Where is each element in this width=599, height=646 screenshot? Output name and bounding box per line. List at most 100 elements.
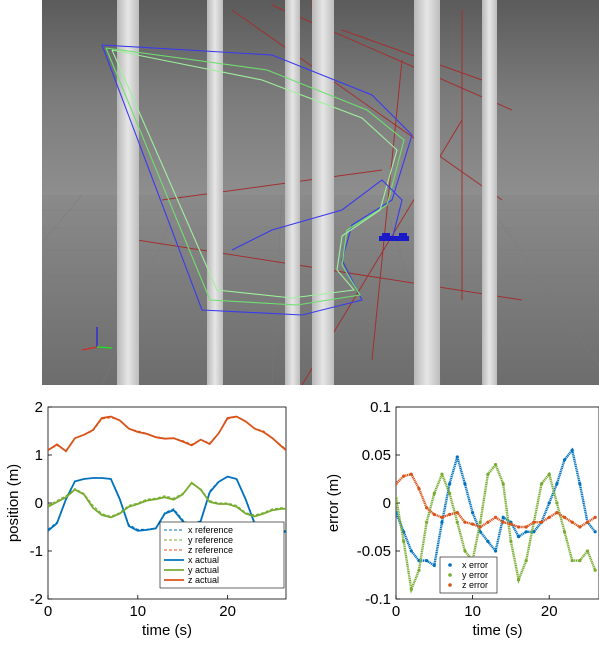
trajectory-lines: [101, 44, 413, 316]
data-point: [440, 472, 444, 476]
data-point: [432, 512, 436, 517]
data-point: [516, 535, 521, 539]
x-tick-label: 0: [392, 603, 400, 620]
plot-frame: [395, 406, 599, 600]
legend-label: z actual: [188, 575, 219, 585]
legend-label: z error: [462, 580, 488, 590]
data-point: [532, 530, 536, 534]
series-group: [396, 447, 597, 594]
series-line-y-actual: [48, 481, 286, 519]
legend-label: z reference: [188, 545, 233, 555]
data-point: [555, 501, 559, 505]
series-line-y-reference: [48, 483, 286, 517]
data-point: [493, 549, 498, 553]
data-point: [555, 511, 559, 515]
data-point: [402, 539, 406, 543]
legend-label: y error: [462, 570, 488, 580]
data-point: [455, 520, 459, 524]
y-axis-title: position (m): [5, 464, 22, 542]
series-line-x-actual: [48, 475, 286, 533]
data-point: [585, 520, 590, 524]
data-point: [417, 487, 421, 491]
data-point: [585, 549, 590, 553]
data-point: [547, 515, 551, 519]
error-chart: 0 10 20 -0.1 -0.05 0 0.05 0.1 time (s) error (m) x…: [300, 385, 599, 646]
legend-label: y actual: [188, 565, 219, 575]
data-point: [516, 578, 521, 582]
data-point: [409, 549, 413, 553]
x-tick-label: 10: [464, 603, 481, 620]
data-point: [417, 568, 421, 572]
data-point: [501, 482, 505, 486]
series-trace-x-error: [396, 447, 597, 568]
error-chart-svg: 0 10 20 -0.1 -0.05 0 0.05 0.1 time (s) error (m) x…: [325, 399, 599, 639]
data-point: [448, 512, 452, 517]
legend-label: y reference: [188, 535, 233, 545]
y-tick-label: 0: [35, 495, 43, 512]
data-point: [593, 568, 597, 572]
legend-label: x reference: [188, 525, 233, 535]
data-point: [524, 559, 528, 563]
data-point: [463, 520, 467, 524]
data-point: [509, 522, 513, 526]
data-point: [532, 520, 536, 524]
legend-label: x actual: [188, 555, 219, 565]
y-tick-label: 0.1: [370, 399, 391, 416]
data-point: [578, 525, 582, 529]
quadrotor-icon: [379, 233, 409, 241]
axes-gizmo-icon: [81, 327, 113, 351]
x-axis-title: time (s): [142, 622, 192, 639]
data-point: [425, 559, 429, 563]
y-tick-label: 2: [35, 399, 43, 416]
data-point: [440, 520, 444, 524]
data-point: [396, 496, 398, 500]
simulation-scene: [42, 0, 599, 385]
y-axis-title: error (m): [325, 474, 342, 532]
legend-label: x error: [462, 560, 488, 570]
data-point: [471, 522, 475, 526]
data-point: [493, 515, 498, 519]
pillars: [117, 0, 497, 385]
data-point: [463, 549, 467, 553]
data-point: [396, 482, 398, 486]
data-point: [578, 559, 582, 563]
data-point: [570, 520, 574, 524]
position-chart-svg: 0 10 20 -2 -1 0 1 2 time (s) position (m) x refere…: [5, 399, 287, 639]
legend-swatch: [448, 573, 452, 577]
data-point: [478, 520, 482, 524]
x-tick-label: 0: [44, 603, 52, 620]
y-tick-label: -2: [30, 591, 43, 608]
data-point: [432, 491, 436, 495]
y-tick-label: 1: [35, 447, 43, 464]
position-chart: 0 10 20 -2 -1 0 1 2 time (s) position (m) x refere…: [0, 385, 300, 646]
data-point: [471, 511, 475, 515]
data-point: [396, 511, 398, 515]
data-point: [539, 482, 544, 486]
data-point: [455, 455, 459, 459]
data-point: [486, 539, 490, 543]
data-point: [593, 530, 597, 534]
scene-render: [42, 0, 599, 385]
legend-swatch: [448, 583, 452, 587]
data-point: [578, 482, 582, 486]
data-point: [570, 448, 574, 452]
data-point: [409, 587, 413, 591]
data-point: [463, 482, 467, 486]
data-point: [562, 515, 567, 519]
data-point: [547, 501, 551, 505]
series-trace-y-error: [396, 462, 597, 594]
data-point: [562, 458, 567, 462]
data-point: [409, 472, 413, 476]
data-point: [425, 506, 429, 510]
data-point: [524, 525, 528, 529]
y-tick-label: 0.05: [362, 447, 391, 464]
legend-swatch: [448, 563, 452, 567]
data-point: [432, 563, 436, 567]
data-point: [509, 539, 513, 543]
data-point: [478, 525, 482, 529]
x-tick-label: 10: [129, 603, 146, 620]
y-tick-label: -1: [30, 543, 43, 560]
x-tick-label: 20: [219, 603, 236, 620]
